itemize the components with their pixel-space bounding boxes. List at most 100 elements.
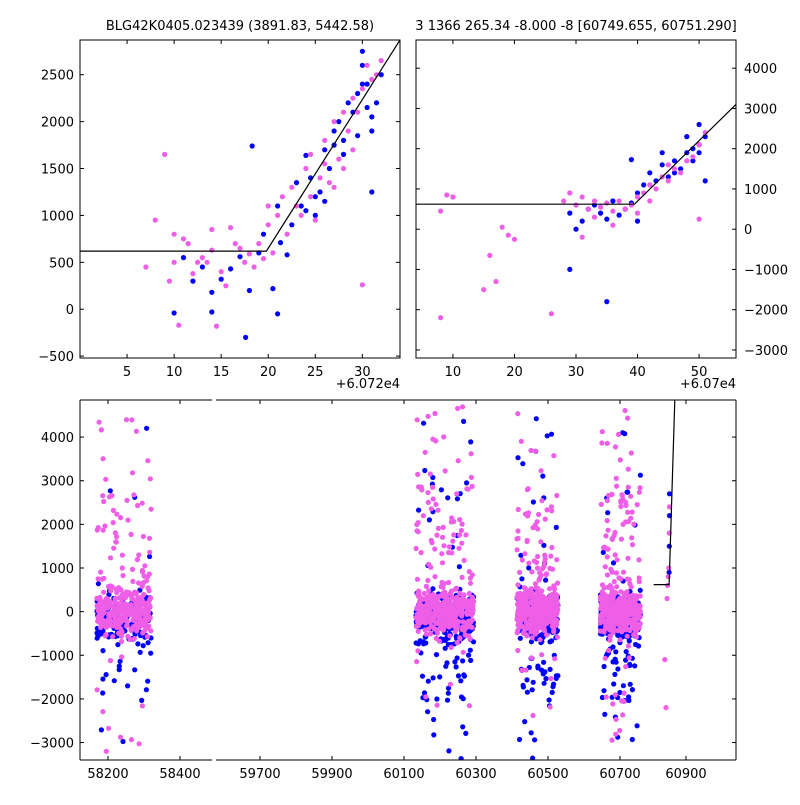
data-point <box>423 583 429 590</box>
y-tick-label: 2000 <box>41 116 74 131</box>
x-tick-label: 40 <box>629 365 646 380</box>
data-point <box>466 652 472 658</box>
data-point <box>431 615 437 621</box>
data-point <box>614 483 620 489</box>
y-tick-label: 2000 <box>41 518 74 533</box>
y-tick-label: −2000 <box>744 304 788 319</box>
data-point <box>260 231 267 237</box>
data-point <box>143 600 149 606</box>
data-point <box>535 553 541 560</box>
data-point <box>454 655 460 661</box>
data-point <box>531 558 537 564</box>
data-point <box>525 486 531 492</box>
data-point <box>551 629 557 635</box>
data-point <box>430 586 436 592</box>
data-point <box>457 636 463 642</box>
data-point <box>625 489 631 495</box>
data-point <box>664 595 670 602</box>
data-point <box>604 200 610 206</box>
data-point <box>633 641 639 648</box>
chart-title: BLG42K0405.023439 (3891.83, 5442.58) <box>106 19 374 34</box>
data-point <box>112 530 118 536</box>
data-point <box>647 182 653 188</box>
data-point <box>541 626 547 633</box>
data-point <box>420 639 426 645</box>
data-point <box>336 156 342 162</box>
data-point <box>139 703 145 709</box>
data-point <box>437 593 443 599</box>
data-point <box>417 616 423 622</box>
data-point <box>260 256 267 262</box>
data-point <box>591 198 598 204</box>
data-point <box>623 594 629 600</box>
data-point <box>525 621 532 627</box>
data-point <box>616 212 622 218</box>
data-point <box>444 660 450 666</box>
data-point <box>620 712 626 718</box>
data-point <box>369 189 375 195</box>
data-point <box>460 625 466 632</box>
data-point <box>466 590 472 597</box>
data-point <box>628 157 635 163</box>
data-point <box>671 166 678 172</box>
data-point <box>552 597 558 604</box>
data-point <box>548 431 555 437</box>
data-point <box>546 697 552 703</box>
data-point <box>468 439 474 445</box>
data-point <box>544 571 550 577</box>
data-point <box>547 666 553 673</box>
data-point <box>460 724 466 730</box>
data-point <box>114 534 120 540</box>
y-tick-label: 500 <box>49 256 74 271</box>
data-point <box>602 564 608 570</box>
data-point <box>120 572 126 579</box>
data-point <box>432 410 438 417</box>
data-point <box>120 618 126 624</box>
data-point <box>579 218 585 224</box>
data-point <box>466 601 472 607</box>
data-point <box>140 580 147 586</box>
data-point <box>359 48 365 54</box>
data-point <box>605 584 611 590</box>
data-point <box>605 527 611 533</box>
y-tick-label: 1500 <box>41 163 74 178</box>
data-point <box>629 736 635 743</box>
data-point <box>270 286 276 292</box>
data-point <box>446 618 452 624</box>
chart-panel-2: 10 20 30 40 50 −3000 −2000 −1000 0 1000 2000 3000 40… <box>415 19 788 392</box>
data-point <box>625 643 632 649</box>
data-point <box>265 203 271 209</box>
data-point <box>567 190 573 196</box>
data-point <box>630 593 637 599</box>
data-point <box>555 580 561 586</box>
plot-frame <box>415 39 737 359</box>
data-point <box>437 674 443 680</box>
data-point <box>103 632 109 638</box>
data-point <box>441 616 447 622</box>
data-point <box>121 610 127 616</box>
data-point <box>628 493 634 499</box>
data-point <box>98 727 104 733</box>
data-point <box>416 484 422 490</box>
data-point <box>520 684 527 690</box>
data-point <box>417 602 424 608</box>
x-tick-label: 60900 <box>665 767 706 782</box>
data-point <box>616 611 622 617</box>
data-point <box>364 104 370 111</box>
data-point <box>448 603 454 609</box>
data-point <box>622 206 628 212</box>
data-point <box>148 595 154 601</box>
data-point <box>106 725 112 731</box>
data-point <box>536 511 542 518</box>
x-tick-label: 50 <box>691 365 708 380</box>
data-point <box>526 565 532 571</box>
data-point <box>444 697 451 703</box>
data-point <box>426 588 432 594</box>
data-point <box>199 264 205 270</box>
data-point <box>414 611 420 618</box>
data-point <box>637 485 643 491</box>
data-point <box>146 571 152 577</box>
data-point <box>605 613 611 619</box>
data-point <box>601 585 607 591</box>
data-point <box>551 681 557 687</box>
